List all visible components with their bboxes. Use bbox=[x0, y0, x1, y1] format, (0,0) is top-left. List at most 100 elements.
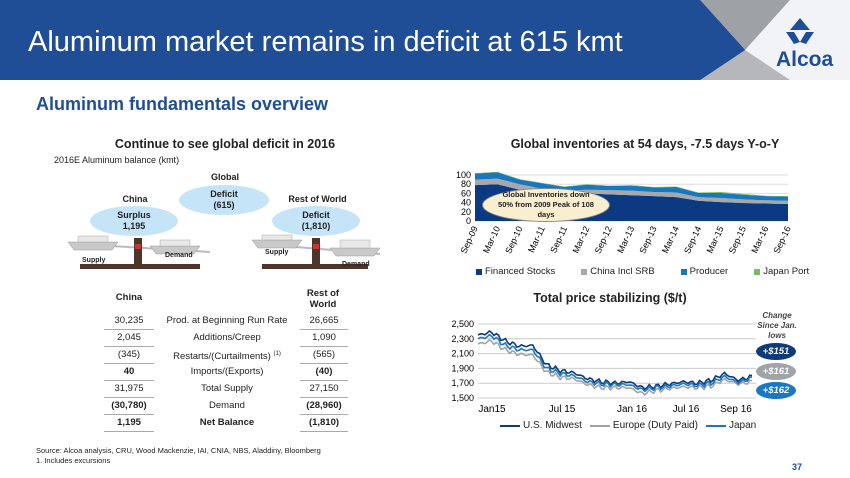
china-value: 1,195 bbox=[122, 221, 146, 231]
x-tick-label: Sep-11 bbox=[548, 225, 569, 255]
col-china: China bbox=[115, 292, 143, 303]
legend-item: Europe (Duty Paid) bbox=[589, 420, 698, 431]
x-tick-label: Jan15 bbox=[478, 404, 506, 415]
row-label: Additions/Creep bbox=[154, 330, 300, 347]
footnote-marker: (1) bbox=[273, 351, 281, 357]
y-tick-label: 2,100 bbox=[451, 349, 474, 359]
x-tick-label: Sep-14 bbox=[682, 225, 703, 256]
china-label: China bbox=[122, 194, 148, 204]
x-tick-label: Sep-15 bbox=[727, 225, 748, 256]
alcoa-logo-icon bbox=[786, 18, 814, 44]
footnote: 1. Includes excursions bbox=[36, 456, 111, 465]
inventory-legend: Financed Stocks China Incl SRB Producer Jap… bbox=[476, 266, 809, 277]
row-label-text: Imports/(Exports) bbox=[190, 366, 264, 377]
page-title: Aluminum market remains in deficit at 61… bbox=[28, 26, 623, 58]
x-tick-label: Sep-16 bbox=[771, 225, 792, 256]
y-tick-label: 1,500 bbox=[451, 393, 474, 403]
x-tick-label: Mar-15 bbox=[705, 225, 726, 255]
row-world-cell: 1,090 bbox=[300, 330, 348, 347]
y-tick-label: 2,300 bbox=[451, 334, 474, 344]
left-panel-title: Continue to see global deficit in 2016 bbox=[114, 137, 336, 151]
legend-item: Japan bbox=[705, 420, 756, 431]
x-tick-label: Sep-13 bbox=[637, 225, 658, 256]
y-tick-label: 40 bbox=[461, 198, 471, 208]
x-tick-label: Sep-12 bbox=[593, 225, 614, 256]
y-tick-label: 2,500 bbox=[451, 319, 474, 329]
x-tick-label: Mar-13 bbox=[615, 225, 636, 255]
x-tick-label: Jan 16 bbox=[617, 404, 647, 415]
row-label: Imports/(Exports) bbox=[154, 364, 300, 381]
china-status: Surplus bbox=[117, 210, 151, 220]
row-label-text: Total Supply bbox=[201, 383, 253, 394]
legend-swatch bbox=[589, 424, 610, 427]
legend-item: U.S. Midwest bbox=[500, 420, 582, 431]
legend-item: Financed Stocks bbox=[476, 266, 555, 277]
line-japan bbox=[477, 333, 753, 393]
legend-item: Producer bbox=[680, 266, 729, 277]
legend-label: Financed Stocks bbox=[485, 266, 556, 277]
alcoa-logo: Alcoa bbox=[776, 48, 834, 71]
header-banner bbox=[0, 0, 850, 80]
legend-label: Europe (Duty Paid) bbox=[612, 420, 698, 431]
row-world-cell: (565) bbox=[300, 347, 348, 364]
x-tick-label: Sep-10 bbox=[503, 225, 524, 256]
row-demand-label: Demand bbox=[342, 261, 370, 268]
x-tick-label: Jul 15 bbox=[549, 404, 576, 415]
col-row: Rest of World bbox=[306, 288, 340, 310]
row-label: Total Supply bbox=[154, 381, 300, 398]
row-deficit-bubble: Deficit (1,810) bbox=[272, 206, 360, 236]
y-tick-label: 0 bbox=[466, 216, 471, 226]
change-header: Change Since Jan. lows bbox=[757, 311, 797, 340]
china-cell: 40 bbox=[104, 364, 154, 381]
line-europe-duty-paid- bbox=[477, 338, 753, 396]
page-number: 37 bbox=[792, 462, 803, 472]
x-tick-label: Mar-11 bbox=[526, 225, 547, 254]
legend-swatch bbox=[754, 268, 761, 275]
x-tick-label: Mar-14 bbox=[660, 225, 681, 255]
row-label-text: Restarts/(Curtailments) bbox=[173, 351, 271, 363]
legend-label: U.S. Midwest bbox=[523, 420, 582, 431]
y-tick-label: 1,700 bbox=[451, 378, 474, 388]
balance-scales-icon bbox=[67, 234, 381, 269]
china-cell: (30,780) bbox=[104, 398, 154, 415]
row-label-text: Net Balance bbox=[199, 417, 255, 428]
legend-swatch bbox=[581, 268, 588, 275]
y-tick-label: 80 bbox=[461, 179, 471, 189]
row-status: Deficit bbox=[302, 210, 330, 220]
y-tick-label: 20 bbox=[461, 207, 471, 217]
china-cell: 31,975 bbox=[104, 381, 154, 398]
legend-item: China Incl SRB bbox=[581, 266, 655, 277]
x-tick-label: Mar-12 bbox=[570, 225, 591, 255]
row-label-text: Additions/Creep bbox=[193, 332, 261, 343]
legend-swatch bbox=[705, 424, 726, 427]
line-u-s-midwest bbox=[477, 329, 753, 391]
legend-label: Japan Port bbox=[763, 266, 810, 277]
unit-note: 2016E Aluminum balance (kmt) bbox=[54, 155, 180, 165]
y-tick-label: 1,900 bbox=[451, 363, 474, 373]
row-supply-label: Supply bbox=[265, 249, 289, 256]
row-world-cell: 27,150 bbox=[300, 381, 348, 398]
row-label: Restarts/(Curtailments) (1) bbox=[154, 347, 300, 364]
global-label: Global bbox=[210, 172, 239, 182]
x-tick-label: Mar-10 bbox=[481, 225, 502, 255]
row-world-cell: (28,960) bbox=[300, 398, 348, 415]
global-value: (615) bbox=[213, 200, 235, 210]
y-tick-label: 60 bbox=[461, 188, 471, 198]
china-demand-label: Demand bbox=[165, 252, 193, 259]
row-label: Demand bbox=[154, 398, 300, 415]
legend-item: Japan Port bbox=[754, 266, 809, 277]
legend-swatch bbox=[500, 424, 520, 427]
global-deficit-bubble: Deficit (615) bbox=[179, 185, 269, 215]
china-supply-label: Supply bbox=[82, 257, 106, 264]
china-cell: (345) bbox=[104, 347, 154, 364]
y-tick-label: 100 bbox=[456, 170, 471, 180]
price-chart: 1,500 1,700 1,900 2,100 2,300 2,500 Jan15 Jul 1… bbox=[451, 319, 756, 415]
row-label: Prod. at Beginning Run Rate bbox=[154, 313, 300, 330]
row-world-cell: 26,665 bbox=[300, 313, 348, 330]
china-cell: 30,235 bbox=[104, 313, 154, 330]
legend-swatch bbox=[680, 268, 687, 275]
legend-label: Producer bbox=[689, 266, 729, 277]
row-label-text: Prod. at Beginning Run Rate bbox=[166, 315, 288, 326]
change-badge-japan: +$162 bbox=[756, 382, 796, 399]
